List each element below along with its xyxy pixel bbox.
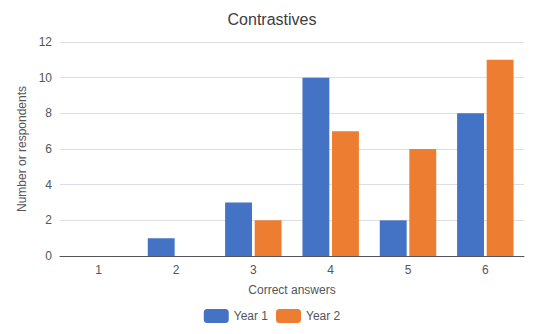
svg-text:8: 8 [45, 106, 52, 120]
svg-text:Number or respondents: Number or respondents [15, 86, 29, 212]
svg-text:1: 1 [95, 263, 102, 277]
svg-text:10: 10 [39, 71, 53, 85]
svg-text:5: 5 [405, 263, 412, 277]
svg-text:Year 2: Year 2 [306, 309, 341, 323]
svg-text:3: 3 [250, 263, 257, 277]
svg-text:2: 2 [173, 263, 180, 277]
svg-text:2: 2 [45, 213, 52, 227]
svg-text:4: 4 [327, 263, 334, 277]
svg-text:6: 6 [45, 142, 52, 156]
svg-text:4: 4 [45, 178, 52, 192]
svg-text:Year 1: Year 1 [234, 309, 269, 323]
svg-text:0: 0 [45, 249, 52, 263]
svg-text:Correct answers: Correct answers [248, 283, 335, 297]
svg-text:Contrastives: Contrastives [228, 11, 317, 28]
svg-text:6: 6 [482, 263, 489, 277]
svg-text:12: 12 [39, 35, 53, 49]
